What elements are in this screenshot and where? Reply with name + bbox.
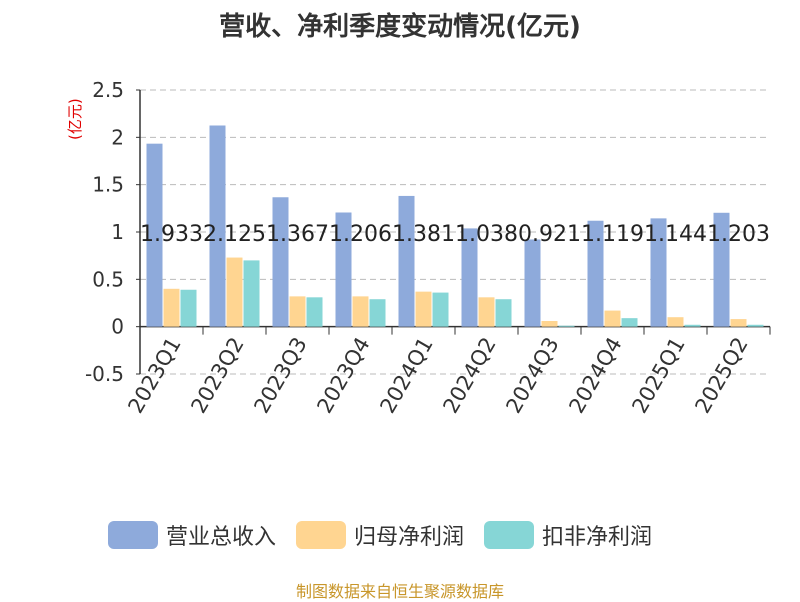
bar-net-profit: [478, 297, 495, 327]
bar-deducted-net-profit: [495, 299, 512, 327]
bar-deducted-net-profit: [369, 299, 386, 327]
data-label: 0.921: [518, 222, 581, 247]
x-tick-label: 2023Q2: [186, 333, 248, 417]
bar-net-profit: [667, 317, 684, 327]
legend-item[interactable]: 营业总收入: [108, 519, 276, 551]
y-tick-label: 0: [111, 315, 124, 339]
bar-revenue: [461, 228, 478, 327]
legend-label: 营业总收入: [166, 525, 277, 550]
x-tick-label: 2024Q2: [438, 333, 500, 417]
bar-deducted-net-profit: [306, 297, 323, 327]
x-tick-label: 2023Q3: [249, 333, 311, 417]
y-tick-label: 0.5: [92, 267, 124, 291]
bar-deducted-net-profit: [243, 260, 260, 327]
bar-revenue: [713, 212, 730, 327]
bar-revenue: [650, 218, 667, 327]
bar-net-profit: [604, 310, 621, 327]
legend-item[interactable]: 扣非净利润: [484, 519, 652, 551]
bar-net-profit: [541, 320, 558, 327]
legend: 营业总收入 归母净利润 扣非净利润: [108, 518, 728, 552]
data-label: 1.144: [644, 222, 707, 247]
data-label: 2.125: [203, 222, 266, 247]
data-label: 1.038: [455, 222, 518, 247]
legend-label: 扣非净利润: [542, 525, 653, 550]
bar-revenue: [524, 239, 541, 327]
x-tick-label: 2025Q1: [627, 333, 689, 417]
legend-swatch: [108, 521, 158, 549]
data-label: 1.367: [266, 222, 329, 247]
x-tick-label: 2024Q4: [564, 333, 626, 417]
x-tick-label: 2023Q1: [123, 333, 185, 417]
y-tick-label: 1.5: [92, 173, 124, 197]
y-tick-label: -0.5: [85, 362, 124, 386]
legend-swatch: [484, 521, 535, 549]
source-note: 制图数据来自恒生聚源数据库: [295, 582, 504, 601]
bar-revenue: [272, 197, 289, 327]
bar-revenue: [587, 220, 604, 327]
chart-title: 营收、净利季度变动情况(亿元): [219, 12, 581, 42]
y-tick-label: 2: [111, 125, 124, 149]
bar-deducted-net-profit: [621, 318, 638, 327]
bar-revenue: [335, 212, 352, 327]
bar-net-profit: [730, 319, 747, 327]
bar-net-profit: [415, 291, 432, 327]
bar-net-profit: [289, 296, 306, 327]
data-label: 1.119: [581, 222, 644, 247]
x-tick-label: 2024Q3: [501, 333, 563, 417]
legend-label: 归母净利润: [354, 525, 465, 550]
y-tick-label: 2.5: [92, 78, 124, 102]
data-label: 1.933: [140, 222, 203, 247]
data-label: 1.206: [329, 222, 392, 247]
x-tick-label: 2025Q2: [690, 333, 752, 417]
bar-deducted-net-profit: [558, 325, 575, 327]
bar-revenue: [146, 143, 163, 327]
bar-net-profit: [352, 296, 369, 327]
bar-deducted-net-profit: [684, 324, 701, 327]
data-label: 1.381: [392, 222, 455, 247]
bar-deducted-net-profit: [747, 324, 764, 327]
bar-deducted-net-profit: [432, 292, 449, 327]
bar-deducted-net-profit: [180, 289, 197, 327]
bar-net-profit: [226, 257, 243, 327]
legend-swatch: [296, 521, 347, 549]
y-tick-label: 1: [111, 220, 124, 244]
data-label: 1.203: [707, 222, 770, 247]
bar-net-profit: [163, 288, 180, 327]
x-tick-label: 2023Q4: [312, 333, 374, 417]
bar-revenue: [398, 195, 415, 327]
bar-revenue: [209, 125, 226, 327]
x-tick-label: 2024Q1: [375, 333, 437, 417]
legend-item[interactable]: 归母净利润: [296, 519, 464, 551]
